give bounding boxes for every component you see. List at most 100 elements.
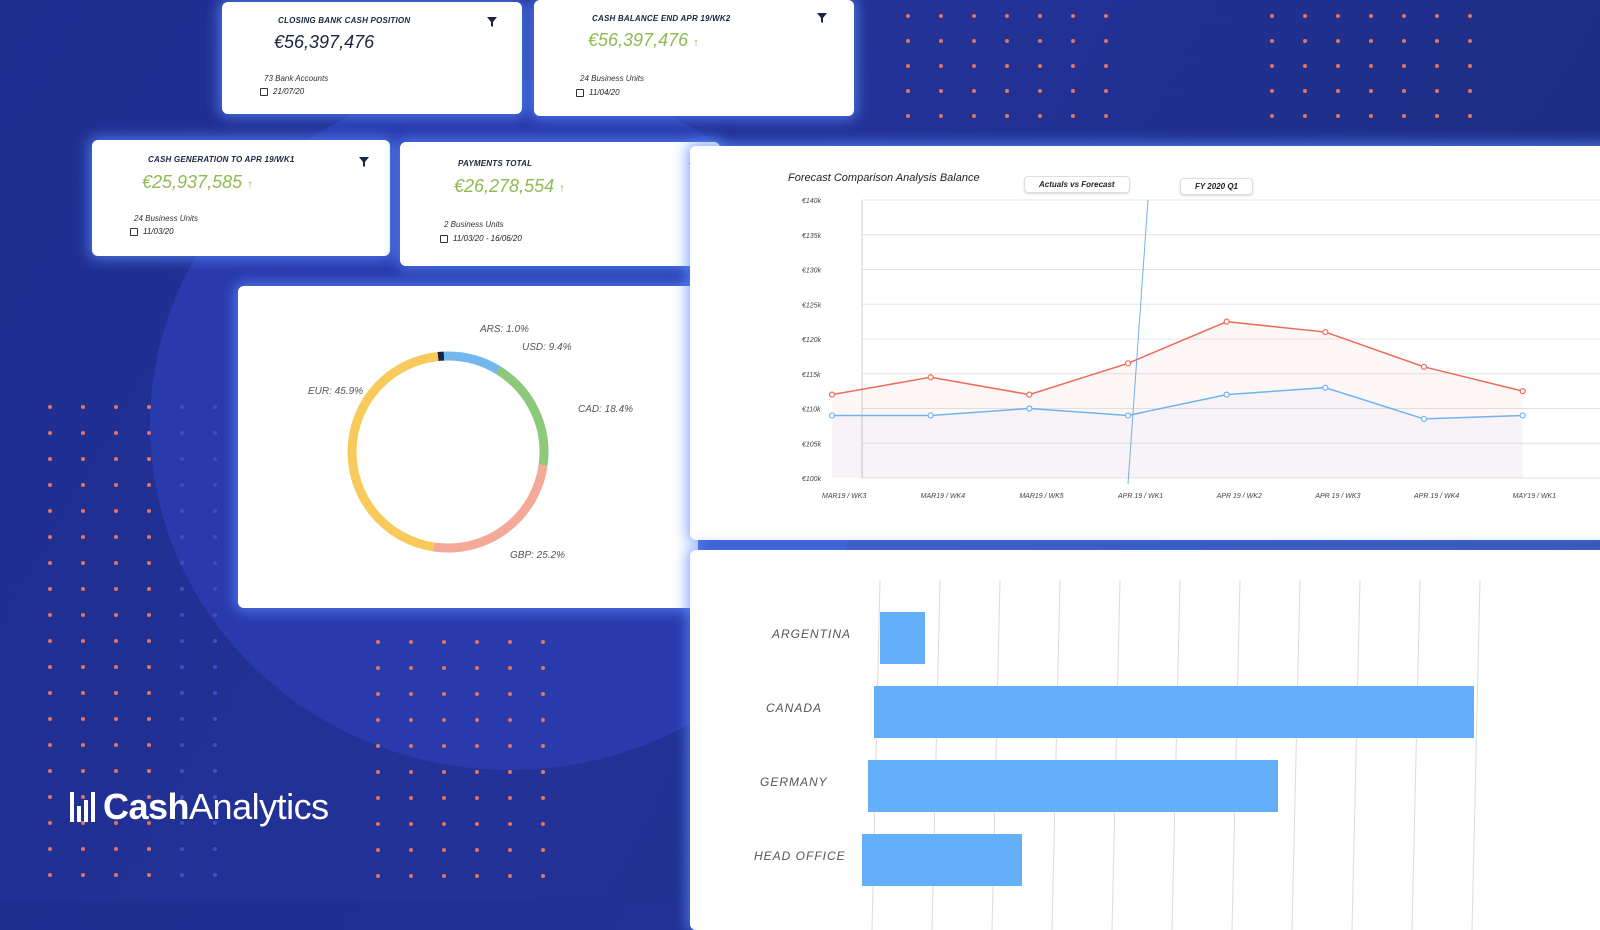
gridline (1472, 580, 1480, 930)
kpi-date-text: 21/07/20 (273, 87, 304, 96)
kpi-card-payments-total[interactable]: PAYMENTS TOTAL €26,278,554 ↑ 2 Business … (400, 142, 720, 266)
kpi-card-cash-balance[interactable]: CASH BALANCE END APR 19/WK2 €56,397,476 … (534, 0, 854, 116)
actuals-vs-forecast-toggle[interactable]: Actuals vs Forecast (1024, 176, 1130, 193)
gridline (1412, 580, 1420, 930)
donut-label-cad: CAD: 18.4% (578, 404, 633, 415)
y-tick-label: €140k (802, 198, 822, 205)
kpi-card-closing-bank[interactable]: CLOSING BANK CASH POSITION €56,397,476 7… (222, 2, 522, 114)
data-point[interactable] (1422, 364, 1427, 369)
x-tick-label: APR 19 / WK3 (1314, 493, 1360, 500)
data-point[interactable] (1126, 361, 1131, 366)
data-point[interactable] (1224, 319, 1229, 324)
gridline (1352, 580, 1360, 930)
gridline (1052, 580, 1060, 930)
x-tick-label: MAY19 / WK1 (1513, 493, 1557, 500)
x-tick-label: APR 19 / WK1 (1117, 493, 1163, 500)
bar-argentina[interactable] (880, 612, 925, 664)
data-point[interactable] (1027, 392, 1032, 397)
y-tick-label: €115k (802, 372, 821, 379)
calendar-icon (440, 235, 448, 243)
kpi-value-text: €56,397,476 (588, 30, 688, 50)
calendar-icon (260, 88, 268, 96)
y-tick-label: €105k (802, 441, 822, 448)
kpi-card-cash-generation[interactable]: CASH GENERATION TO APR 19/WK1 €25,937,58… (92, 140, 390, 256)
kpi-date: 11/03/20 (130, 227, 174, 236)
data-point[interactable] (830, 392, 835, 397)
kpi-value-text: €26,278,554 (454, 176, 554, 196)
kpi-value: €25,937,585 ↑ (142, 172, 253, 193)
bar-canada[interactable] (874, 686, 1474, 738)
data-point[interactable] (1520, 413, 1525, 418)
y-tick-label: €110k (802, 407, 821, 414)
x-tick-label: MAR19 / WK5 (1019, 493, 1063, 500)
bar-category-label: ARGENTINA (771, 627, 851, 641)
kpi-value-text: €25,937,585 (142, 172, 242, 192)
kpi-date: 11/04/20 (576, 88, 620, 97)
kpi-title: CASH GENERATION TO APR 19/WK1 (148, 155, 295, 164)
donut-segment-gbp[interactable] (434, 465, 543, 548)
kpi-title: PAYMENTS TOTAL (458, 159, 532, 168)
bar-category-label: HEAD OFFICE (754, 849, 846, 863)
data-point[interactable] (830, 413, 835, 418)
data-point[interactable] (1224, 392, 1229, 397)
currency-donut-chart: ARS: 1.0%USD: 9.4%CAD: 18.4%GBP: 25.2%EU… (238, 286, 698, 608)
x-tick-label: APR 19 / WK2 (1216, 493, 1262, 500)
data-point[interactable] (1520, 389, 1525, 394)
forecast-chart-card[interactable]: Forecast Comparison Analysis Balance Act… (690, 146, 1600, 540)
y-tick-label: €125k (802, 302, 822, 309)
filter-icon[interactable] (486, 16, 498, 28)
donut-segment-cad[interactable] (498, 370, 544, 465)
filter-icon[interactable] (358, 156, 370, 168)
data-point[interactable] (1323, 330, 1328, 335)
donut-label-ars: ARS: 1.0% (479, 324, 529, 335)
logo-bars-icon (70, 792, 95, 822)
bar-germany[interactable] (868, 760, 1278, 812)
donut-segment-eur[interactable] (352, 357, 438, 547)
data-point[interactable] (1422, 416, 1427, 421)
kpi-value: €56,397,476 ↑ (588, 30, 699, 51)
kpi-date: 11/03/20 - 16/06/20 (440, 234, 522, 243)
y-tick-label: €130k (802, 268, 822, 275)
gridline (1112, 580, 1120, 930)
arrow-up-icon: ↑ (247, 177, 253, 191)
cashanalytics-logo: CashAnalytics (70, 786, 329, 828)
currency-donut-card[interactable]: ARS: 1.0%USD: 9.4%CAD: 18.4%GBP: 25.2%EU… (238, 286, 698, 608)
kpi-value: €56,397,476 (274, 32, 374, 53)
forecast-line-chart: €140k€135k€130k€125k€120k€115k€110k€105k… (690, 146, 1600, 540)
bar-head-office[interactable] (862, 834, 1022, 886)
kpi-sub: 73 Bank Accounts (264, 74, 328, 83)
kpi-sub: 24 Business Units (134, 214, 198, 223)
calendar-icon (576, 89, 584, 97)
kpi-sub: 24 Business Units (580, 74, 644, 83)
kpi-date-text: 11/03/20 (143, 227, 174, 236)
entity-bar-chart: ARGENTINA CANADA GERMANY HEAD OFFICE (690, 550, 1600, 930)
data-point[interactable] (928, 413, 933, 418)
data-point[interactable] (1027, 406, 1032, 411)
gridline (1292, 580, 1300, 930)
kpi-date-text: 11/03/20 - 16/06/20 (453, 234, 522, 243)
data-point[interactable] (1126, 413, 1131, 418)
kpi-date-text: 11/04/20 (589, 88, 620, 97)
bar-category-label: CANADA (766, 701, 822, 715)
donut-label-eur: EUR: 45.9% (308, 386, 363, 397)
gridline (1172, 580, 1180, 930)
data-point[interactable] (928, 375, 933, 380)
bar-category-label: GERMANY (760, 775, 828, 789)
x-tick-label: MAR19 / WK3 (822, 493, 866, 500)
kpi-title: CASH BALANCE END APR 19/WK2 (592, 14, 730, 23)
y-tick-label: €120k (802, 337, 822, 344)
period-selector[interactable]: FY 2020 Q1 (1180, 178, 1253, 195)
donut-segment-usd[interactable] (444, 356, 498, 370)
filter-icon[interactable] (816, 12, 828, 24)
kpi-date: 21/07/20 (260, 87, 304, 96)
chart-title: Forecast Comparison Analysis Balance (788, 172, 980, 184)
donut-label-usd: USD: 9.4% (522, 342, 572, 353)
calendar-icon (130, 228, 138, 236)
logo-wordmark: CashAnalytics (103, 786, 329, 828)
arrow-up-icon: ↑ (693, 35, 699, 49)
kpi-title: CLOSING BANK CASH POSITION (278, 16, 410, 25)
kpi-value: €26,278,554 ↑ (454, 176, 565, 197)
data-point[interactable] (1323, 385, 1328, 390)
arrow-up-icon: ↑ (559, 181, 565, 195)
entity-bar-chart-card[interactable]: ARGENTINA CANADA GERMANY HEAD OFFICE (690, 550, 1600, 930)
